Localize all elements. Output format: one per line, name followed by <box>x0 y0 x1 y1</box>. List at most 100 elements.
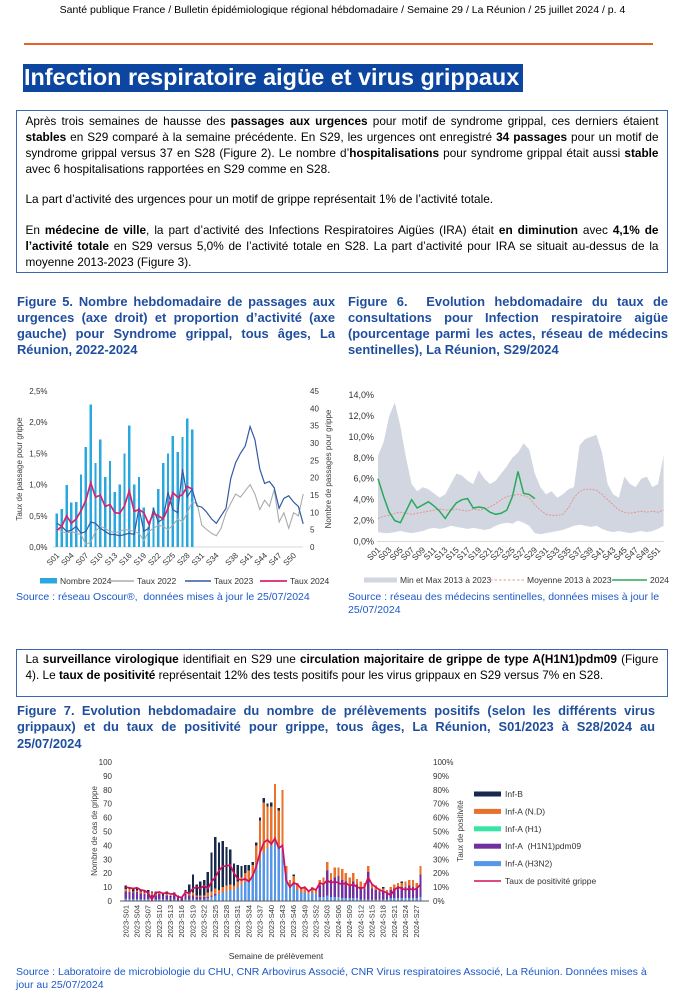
svg-text:S16: S16 <box>117 551 134 568</box>
svg-text:S04: S04 <box>59 551 76 568</box>
svg-text:2024-S18: 2024-S18 <box>379 905 388 938</box>
svg-text:S01: S01 <box>45 551 62 568</box>
svg-text:Taux 2023: Taux 2023 <box>214 576 253 586</box>
svg-text:S13: S13 <box>103 551 120 568</box>
svg-text:2,5%: 2,5% <box>29 387 47 396</box>
svg-text:30: 30 <box>103 855 112 864</box>
svg-text:Semaine de prélèvement: Semaine de prélèvement <box>229 951 324 961</box>
svg-text:Taux 2024: Taux 2024 <box>290 576 329 586</box>
svg-text:S28: S28 <box>175 551 192 568</box>
svg-text:10: 10 <box>310 508 319 517</box>
svg-text:2023-S04: 2023-S04 <box>133 905 142 938</box>
svg-text:2,0%: 2,0% <box>29 418 47 427</box>
svg-text:4,0%: 4,0% <box>353 495 374 505</box>
svg-text:2024-S27: 2024-S27 <box>412 905 421 938</box>
svg-text:Inf-A (H1): Inf-A (H1) <box>505 824 542 834</box>
svg-text:Taux de positivité: Taux de positivité <box>456 800 465 862</box>
svg-text:50%: 50% <box>433 828 449 837</box>
svg-text:1,5%: 1,5% <box>29 449 47 458</box>
svg-text:Inf-A (H1N1)pdm09: Inf-A (H1N1)pdm09 <box>505 841 581 851</box>
svg-text:12,0%: 12,0% <box>348 411 374 421</box>
svg-text:0%: 0% <box>433 897 445 906</box>
svg-text:0,0%: 0,0% <box>29 543 47 552</box>
svg-text:2024-S15: 2024-S15 <box>368 905 377 938</box>
svg-text:Min et Max 2013 à 2023: Min et Max 2013 à 2023 <box>400 575 491 585</box>
svg-text:2023-S34: 2023-S34 <box>244 905 253 938</box>
svg-text:10%: 10% <box>433 883 449 892</box>
svg-text:2023-S10: 2023-S10 <box>155 905 164 938</box>
svg-text:2023-S25: 2023-S25 <box>211 905 220 938</box>
svg-text:2023-S52: 2023-S52 <box>312 905 321 938</box>
svg-text:2024-S03: 2024-S03 <box>323 905 332 938</box>
svg-text:20%: 20% <box>433 869 449 878</box>
svg-text:2024: 2024 <box>650 575 669 585</box>
svg-text:2023-S49: 2023-S49 <box>300 905 309 938</box>
svg-text:S10: S10 <box>88 551 105 568</box>
svg-text:Inf-B: Inf-B <box>505 789 523 799</box>
svg-text:40: 40 <box>103 841 112 850</box>
svg-text:70%: 70% <box>433 800 449 809</box>
svg-text:80%: 80% <box>433 786 449 795</box>
svg-text:S44: S44 <box>253 551 270 568</box>
svg-text:S34: S34 <box>204 551 221 568</box>
svg-text:2024-S21: 2024-S21 <box>390 905 399 938</box>
svg-text:8,0%: 8,0% <box>353 453 374 463</box>
svg-text:Nombre de cas de grippe: Nombre de cas de grippe <box>90 786 99 876</box>
svg-text:90%: 90% <box>433 772 449 781</box>
svg-text:0,5%: 0,5% <box>29 512 47 521</box>
svg-text:25: 25 <box>310 456 319 465</box>
svg-text:2024-S12: 2024-S12 <box>356 905 365 938</box>
svg-text:Inf-A (N.D): Inf-A (N.D) <box>505 806 545 816</box>
svg-text:100%: 100% <box>433 758 453 767</box>
svg-text:30: 30 <box>310 439 319 448</box>
svg-text:5: 5 <box>310 526 315 535</box>
svg-text:S19: S19 <box>132 551 149 568</box>
svg-text:0: 0 <box>310 543 315 552</box>
svg-text:2023-S43: 2023-S43 <box>278 905 287 938</box>
svg-text:35: 35 <box>310 422 319 431</box>
svg-text:Taux de passage pour grippe: Taux de passage pour grippe <box>15 417 24 521</box>
svg-text:2024-S06: 2024-S06 <box>334 905 343 938</box>
svg-text:60: 60 <box>103 814 112 823</box>
svg-text:2023-S31: 2023-S31 <box>233 905 242 938</box>
svg-text:S31: S31 <box>190 551 207 568</box>
svg-text:20: 20 <box>103 869 112 878</box>
svg-text:0,0%: 0,0% <box>353 537 374 547</box>
svg-text:Taux 2022: Taux 2022 <box>137 576 176 586</box>
svg-text:2024-S24: 2024-S24 <box>401 905 410 938</box>
svg-text:15: 15 <box>310 491 319 500</box>
svg-text:10: 10 <box>103 883 112 892</box>
svg-text:2023-S37: 2023-S37 <box>256 905 265 938</box>
svg-text:20: 20 <box>310 474 319 483</box>
svg-text:Taux de positivité grippe: Taux de positivité grippe <box>505 876 596 886</box>
svg-text:Nombre 2024: Nombre 2024 <box>60 576 112 586</box>
svg-text:S50: S50 <box>282 551 299 568</box>
svg-text:10,0%: 10,0% <box>348 432 374 442</box>
svg-text:2024-S09: 2024-S09 <box>345 905 354 938</box>
svg-text:S41: S41 <box>238 551 255 568</box>
svg-text:S07: S07 <box>74 551 91 568</box>
svg-text:S51: S51 <box>645 545 663 563</box>
svg-text:14,0%: 14,0% <box>348 390 374 400</box>
svg-text:40: 40 <box>310 404 319 413</box>
svg-text:S22: S22 <box>146 551 163 568</box>
svg-text:6,0%: 6,0% <box>353 474 374 484</box>
svg-text:1,0%: 1,0% <box>29 481 47 490</box>
svg-text:2023-S22: 2023-S22 <box>200 905 209 938</box>
svg-text:S47: S47 <box>267 551 284 568</box>
svg-text:45: 45 <box>310 387 319 396</box>
svg-text:60%: 60% <box>433 814 449 823</box>
svg-text:Inf-A (H3N2): Inf-A (H3N2) <box>505 859 552 869</box>
svg-text:100: 100 <box>99 758 113 767</box>
svg-text:70: 70 <box>103 800 112 809</box>
svg-text:S38: S38 <box>224 551 241 568</box>
svg-text:50: 50 <box>103 828 112 837</box>
svg-text:S25: S25 <box>161 551 178 568</box>
svg-text:2023-S01: 2023-S01 <box>121 905 130 938</box>
svg-text:0: 0 <box>108 897 113 906</box>
svg-text:Moyenne 2013 à 2023: Moyenne 2013 à 2023 <box>527 575 612 585</box>
svg-text:2023-S13: 2023-S13 <box>166 905 175 938</box>
svg-text:40%: 40% <box>433 841 449 850</box>
svg-text:Nombre de passages pour grippe: Nombre de passages pour grippe <box>324 409 333 528</box>
svg-text:2023-S40: 2023-S40 <box>267 905 276 938</box>
